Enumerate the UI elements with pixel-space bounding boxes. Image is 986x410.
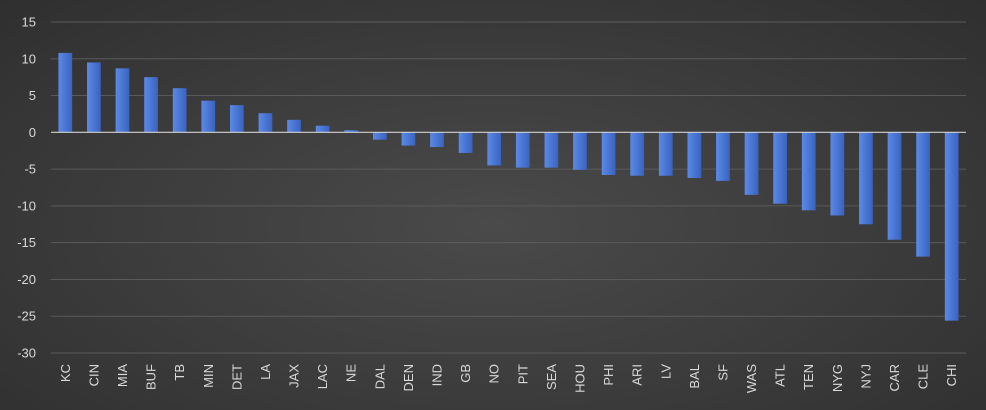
- bars: [58, 52, 959, 321]
- x-tick-label: IND: [430, 364, 445, 386]
- bar-dal: [372, 132, 387, 140]
- x-tick-label: NYG: [830, 364, 845, 392]
- bar-ari: [630, 132, 645, 176]
- y-tick-label: -30: [17, 346, 36, 361]
- x-tick-label: LV: [658, 364, 673, 379]
- bar-min: [201, 100, 216, 133]
- x-tick-label: LA: [258, 364, 273, 380]
- bar-no: [487, 132, 502, 166]
- x-tick-label: BAL: [687, 364, 702, 389]
- x-tick-label: DET: [229, 364, 244, 390]
- x-tick-label: GB: [458, 364, 473, 383]
- bar-pit: [515, 132, 530, 168]
- x-tick-label: NO: [487, 364, 502, 384]
- bar-buf: [144, 77, 158, 133]
- x-tick-label: NE: [344, 364, 359, 382]
- bar-la: [258, 113, 273, 133]
- bar-den: [401, 132, 416, 146]
- y-tick-label: -20: [17, 272, 36, 287]
- y-tick-label: 0: [29, 125, 36, 140]
- bar-lv: [658, 132, 673, 176]
- x-tick-label: JAX: [287, 364, 302, 388]
- x-tick-label: TB: [172, 364, 187, 381]
- x-tick-label: MIA: [115, 364, 130, 387]
- x-tick-label: DEN: [401, 364, 416, 391]
- grid-lines: [51, 21, 966, 354]
- y-tick-label: -10: [17, 198, 36, 213]
- y-tick-label: -25: [17, 309, 36, 324]
- x-tick-label: ARI: [630, 364, 645, 386]
- bar-cle: [916, 132, 930, 257]
- x-tick-label: MIN: [201, 364, 216, 388]
- y-tick-label: 5: [29, 88, 36, 103]
- x-tick-label: CHI: [944, 364, 959, 386]
- x-tick-label: TEN: [801, 364, 816, 390]
- x-tick-label: CAR: [887, 364, 902, 391]
- x-tick-label: DAL: [372, 364, 387, 389]
- bar-det: [229, 105, 244, 133]
- bar-atl: [773, 132, 788, 204]
- x-tick-label: BUF: [144, 364, 159, 390]
- bar-chi: [944, 132, 959, 321]
- bar-jax: [287, 119, 301, 133]
- bar-ind: [430, 132, 444, 148]
- bar-bal: [687, 132, 702, 178]
- bar-mia: [115, 68, 130, 133]
- x-tick-label: CLE: [916, 364, 931, 390]
- bar-gb: [458, 132, 473, 153]
- bar-cin: [87, 62, 101, 133]
- bar-tb: [172, 88, 187, 133]
- x-tick-label: SF: [715, 364, 730, 381]
- x-tick-label: PHI: [601, 364, 616, 386]
- x-tick-label: LAC: [315, 364, 330, 389]
- bar-phi: [601, 132, 616, 175]
- x-tick-label: NYJ: [858, 364, 873, 389]
- x-tick-label: HOU: [572, 364, 587, 393]
- bar-car: [887, 132, 902, 240]
- bar-kc: [58, 52, 73, 133]
- y-axis-ticks: 15 10 5 0 -5 -10 -15 -20 -25 -30: [17, 15, 36, 361]
- bar-hou: [573, 132, 587, 170]
- y-tick-label: -5: [24, 162, 36, 177]
- x-tick-label: KC: [58, 364, 73, 382]
- bar-was: [744, 132, 759, 195]
- bar-nyj: [859, 132, 873, 225]
- x-tick-label: SEA: [544, 364, 559, 390]
- bar-lac: [315, 125, 330, 133]
- bar-sf: [716, 132, 730, 181]
- x-tick-label: PIT: [515, 364, 530, 384]
- y-tick-label: 10: [22, 51, 36, 66]
- bar-sea: [544, 132, 559, 168]
- y-tick-label: 15: [22, 15, 36, 30]
- y-tick-label: -15: [17, 235, 36, 250]
- x-tick-label: ATL: [773, 364, 788, 387]
- bar-ne: [344, 130, 359, 133]
- x-axis-ticks: KC CIN MIA BUF TB MIN DET LA JAX LAC NE DAL DEN IND GB…: [58, 364, 959, 393]
- bar-nyg: [830, 132, 845, 216]
- x-tick-label: WAS: [744, 364, 759, 393]
- x-tick-label: CIN: [86, 364, 101, 386]
- bar-ten: [801, 132, 816, 211]
